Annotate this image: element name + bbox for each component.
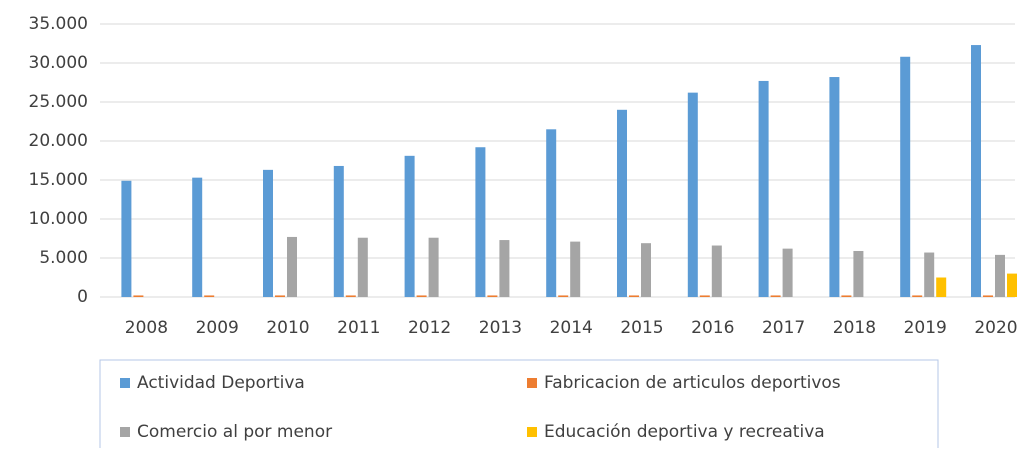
bar [900, 56, 911, 298]
x-tick-label: 2020 [974, 318, 1017, 338]
legend-label: Educación deportiva y recreativa [544, 422, 825, 442]
bar [275, 295, 285, 297]
bar [629, 295, 639, 297]
legend-swatch [120, 427, 130, 437]
bar [912, 295, 923, 297]
bar [770, 295, 781, 297]
bar [570, 241, 581, 297]
bar [936, 277, 947, 297]
legend-swatch [527, 427, 537, 437]
bar [487, 295, 498, 297]
x-tick-label: 2015 [620, 318, 663, 338]
y-tick-label: 0 [77, 287, 88, 307]
bar [428, 237, 439, 297]
x-tick-label: 2018 [833, 318, 876, 338]
bar [333, 165, 344, 297]
bar [546, 129, 557, 297]
y-tick-label: 15.000 [29, 170, 88, 190]
bar [853, 250, 864, 297]
x-tick-label: 2019 [904, 318, 947, 338]
y-tick-label: 20.000 [29, 131, 88, 151]
bar [287, 236, 297, 297]
x-tick-label: 2011 [337, 318, 380, 338]
legend-swatch [120, 378, 130, 388]
bar [617, 109, 627, 297]
bar [1007, 273, 1017, 297]
y-tick-label: 25.000 [29, 92, 88, 112]
x-tick-label: 2014 [550, 318, 593, 338]
x-tick-label: 2013 [479, 318, 522, 338]
legend-label: Actividad Deportiva [137, 373, 305, 393]
bar [121, 180, 132, 297]
y-tick-label: 10.000 [29, 209, 88, 229]
y-tick-label: 35.000 [29, 14, 88, 34]
bar [499, 240, 510, 297]
bar [995, 254, 1005, 297]
bar [263, 169, 273, 297]
bar [404, 155, 415, 297]
bar [687, 92, 698, 297]
legend-swatch [527, 378, 537, 388]
bar [133, 295, 144, 297]
bar [758, 80, 769, 297]
bar [475, 147, 486, 297]
bar [924, 252, 935, 297]
bar [345, 295, 356, 297]
bar [641, 243, 651, 297]
bar [699, 295, 710, 297]
x-tick-label: 2009 [196, 318, 239, 338]
bar [983, 295, 993, 297]
x-tick-label: 2012 [408, 318, 451, 338]
bar [711, 245, 722, 297]
bar [204, 295, 215, 297]
x-tick-label: 2017 [762, 318, 805, 338]
x-tick-label: 2016 [691, 318, 734, 338]
bar [192, 177, 203, 297]
legend-label: Comercio al por menor [137, 422, 332, 442]
bar [416, 295, 427, 297]
legend-label: Fabricacion de articulos deportivos [544, 373, 841, 393]
bar [357, 237, 368, 297]
legend-box [99, 359, 939, 452]
x-tick-label: 2008 [125, 318, 168, 338]
y-tick-label: 30.000 [29, 53, 88, 73]
bar [971, 45, 981, 298]
bar [558, 295, 569, 297]
bar [841, 295, 852, 297]
x-tick-label: 2010 [266, 318, 309, 338]
y-tick-label: 5.000 [39, 248, 88, 268]
bar [829, 77, 840, 297]
bar [782, 248, 793, 297]
